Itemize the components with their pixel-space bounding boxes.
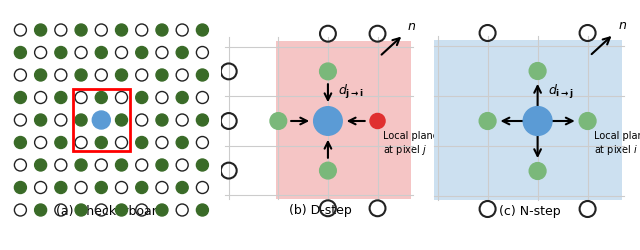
Circle shape [75, 204, 87, 216]
Text: $\mathit{n}$: $\mathit{n}$ [618, 19, 627, 32]
Circle shape [115, 159, 127, 171]
Circle shape [136, 92, 148, 104]
Bar [73, 90, 129, 150]
Circle shape [115, 114, 127, 126]
Bar [434, 40, 621, 200]
Circle shape [176, 92, 188, 104]
Circle shape [35, 69, 47, 81]
Bar [276, 41, 412, 199]
Text: $\mathbf{\mathit{d}_{j \rightarrow i}}$: $\mathbf{\mathit{d}_{j \rightarrow i}}$ [338, 83, 364, 101]
Circle shape [176, 136, 188, 148]
Circle shape [35, 204, 47, 216]
Text: $\mathbf{\mathit{d}_{i \rightarrow j}}$: $\mathbf{\mathit{d}_{i \rightarrow j}}$ [548, 83, 573, 101]
Circle shape [156, 159, 168, 171]
Circle shape [196, 114, 209, 126]
Circle shape [176, 46, 188, 58]
Circle shape [15, 92, 26, 104]
Circle shape [95, 136, 108, 148]
Circle shape [55, 46, 67, 58]
Circle shape [370, 114, 385, 128]
Circle shape [196, 159, 209, 171]
Circle shape [136, 46, 148, 58]
Circle shape [196, 69, 209, 81]
Circle shape [95, 46, 108, 58]
Circle shape [270, 113, 287, 129]
Circle shape [115, 24, 127, 36]
Circle shape [115, 69, 127, 81]
Circle shape [115, 204, 127, 216]
Circle shape [35, 159, 47, 171]
Circle shape [75, 114, 87, 126]
Circle shape [314, 107, 342, 135]
Circle shape [75, 159, 87, 171]
Circle shape [156, 204, 168, 216]
Text: (a) Checkerboard: (a) Checkerboard [56, 205, 164, 218]
Text: Local plane
at pixel $j$: Local plane at pixel $j$ [383, 131, 439, 157]
Circle shape [15, 46, 26, 58]
Circle shape [15, 182, 26, 194]
Circle shape [319, 63, 336, 80]
Circle shape [55, 92, 67, 104]
Circle shape [136, 182, 148, 194]
Text: (b) D-step: (b) D-step [289, 204, 351, 217]
Circle shape [156, 114, 168, 126]
Circle shape [156, 24, 168, 36]
Circle shape [95, 182, 108, 194]
Text: $\mathit{n}$: $\mathit{n}$ [407, 20, 417, 33]
Circle shape [75, 69, 87, 81]
Circle shape [92, 111, 110, 129]
Circle shape [35, 114, 47, 126]
Circle shape [479, 112, 496, 130]
Text: (c) N-step: (c) N-step [499, 205, 561, 218]
Text: Local plane
at pixel $i$: Local plane at pixel $i$ [594, 131, 640, 157]
Circle shape [35, 24, 47, 36]
Circle shape [196, 24, 209, 36]
Circle shape [196, 204, 209, 216]
Circle shape [136, 136, 148, 148]
Circle shape [579, 112, 596, 130]
Circle shape [156, 69, 168, 81]
Circle shape [75, 24, 87, 36]
Circle shape [524, 106, 552, 136]
Circle shape [55, 182, 67, 194]
Circle shape [319, 162, 336, 179]
Circle shape [55, 136, 67, 148]
Circle shape [529, 62, 546, 80]
Circle shape [15, 136, 26, 148]
Circle shape [529, 162, 546, 180]
Circle shape [176, 182, 188, 194]
Circle shape [95, 92, 108, 104]
